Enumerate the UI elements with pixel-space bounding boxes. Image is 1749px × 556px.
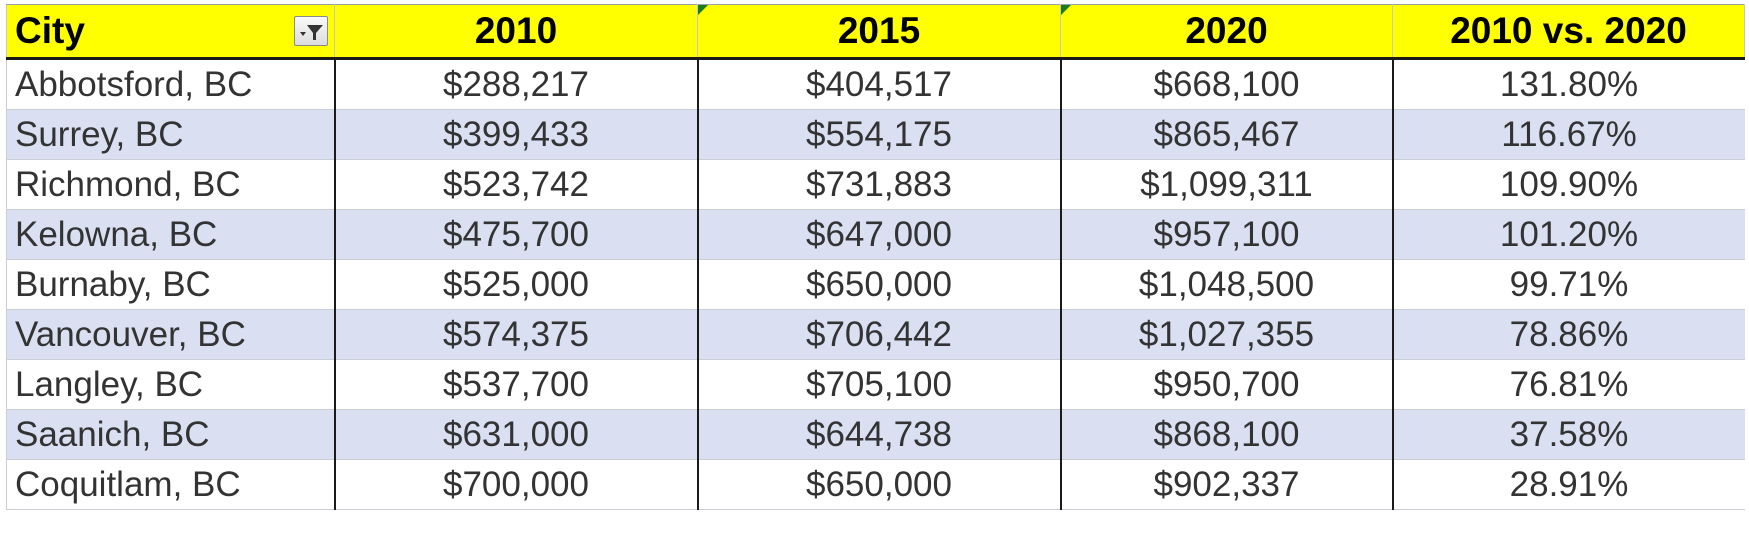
row-2020-cell[interactable]: $950,700 [1059,359,1394,410]
header-change-label: 2010 vs. 2020 [1450,10,1687,51]
row-change-cell[interactable]: 28.91% [1391,459,1745,510]
row-2015-cell[interactable]: $650,000 [696,259,1062,310]
header-change[interactable]: 2010 vs. 2020 [1392,4,1745,60]
row-2015-cell[interactable]: $731,883 [696,159,1062,210]
row-2020-cell[interactable]: $902,337 [1059,459,1394,510]
header-2020[interactable]: 2020 [1060,4,1393,60]
row-2015-cell[interactable]: $554,175 [696,109,1062,160]
table-row: Abbotsford, BC $288,217 $404,517 $668,100 13… [6,58,1745,110]
filter-funnel-icon[interactable] [294,16,328,46]
row-2020-cell[interactable]: $668,100 [1059,58,1394,110]
row-2015-cell[interactable]: $705,100 [696,359,1062,410]
row-2010-cell[interactable]: $631,000 [333,409,699,460]
row-city-cell[interactable]: Burnaby, BC [6,259,336,310]
header-row: City 2010 2015 [6,4,1745,60]
row-change-cell[interactable]: 131.80% [1391,58,1745,110]
housing-price-table: City 2010 2015 [6,4,1745,510]
row-change-cell[interactable]: 76.81% [1391,359,1745,410]
header-2010-label: 2010 [474,10,558,51]
table-row: Richmond, BC $523,742 $731,883 $1,099,311 10… [6,159,1745,210]
row-2010-cell[interactable]: $288,217 [333,58,699,110]
row-city-cell[interactable]: Abbotsford, BC [6,58,336,110]
row-2020-cell[interactable]: $1,027,355 [1059,309,1394,360]
row-city-cell[interactable]: Kelowna, BC [6,209,336,260]
row-2015-cell[interactable]: $404,517 [696,58,1062,110]
row-change-cell[interactable]: 109.90% [1391,159,1745,210]
table-row: Coquitlam, BC $700,000 $650,000 $902,337 28.… [6,459,1745,510]
table-row: Surrey, BC $399,433 $554,175 $865,467 116.67… [6,109,1745,160]
row-2010-cell[interactable]: $537,700 [333,359,699,410]
row-change-cell[interactable]: 101.20% [1391,209,1745,260]
row-city-cell[interactable]: Vancouver, BC [6,309,336,360]
row-2020-cell[interactable]: $868,100 [1059,409,1394,460]
error-indicator-icon [1061,5,1071,15]
table-row: Kelowna, BC $475,700 $647,000 $957,100 101.2… [6,209,1745,260]
table-row: Langley, BC $537,700 $705,100 $950,700 76.81… [6,359,1745,410]
row-change-cell[interactable]: 99.71% [1391,259,1745,310]
row-2015-cell[interactable]: $644,738 [696,409,1062,460]
row-change-cell[interactable]: 78.86% [1391,309,1745,360]
row-2015-cell[interactable]: $706,442 [696,309,1062,360]
error-indicator-icon [698,5,708,15]
header-city-label: City [15,10,85,51]
row-2020-cell[interactable]: $1,048,500 [1059,259,1394,310]
row-2010-cell[interactable]: $525,000 [333,259,699,310]
row-city-cell[interactable]: Coquitlam, BC [6,459,336,510]
row-2010-cell[interactable]: $475,700 [333,209,699,260]
table-row: Saanich, BC $631,000 $644,738 $868,100 37.58… [6,409,1745,460]
row-2010-cell[interactable]: $399,433 [333,109,699,160]
row-2015-cell[interactable]: $650,000 [696,459,1062,510]
header-2010[interactable]: 2010 [334,4,698,60]
row-2020-cell[interactable]: $865,467 [1059,109,1394,160]
row-city-cell[interactable]: Surrey, BC [6,109,336,160]
row-city-cell[interactable]: Richmond, BC [6,159,336,210]
row-city-cell[interactable]: Langley, BC [6,359,336,410]
row-change-cell[interactable]: 116.67% [1391,109,1745,160]
header-2015[interactable]: 2015 [697,4,1061,60]
row-city-cell[interactable]: Saanich, BC [6,409,336,460]
spreadsheet-table-region: City 2010 2015 [6,4,1745,510]
header-2020-label: 2020 [1185,10,1268,51]
row-2015-cell[interactable]: $647,000 [696,209,1062,260]
row-2020-cell[interactable]: $957,100 [1059,209,1394,260]
header-2015-label: 2015 [837,10,921,51]
row-2010-cell[interactable]: $523,742 [333,159,699,210]
row-2010-cell[interactable]: $700,000 [333,459,699,510]
table-row: Vancouver, BC $574,375 $706,442 $1,027,355 7… [6,309,1745,360]
row-2020-cell[interactable]: $1,099,311 [1059,159,1394,210]
row-2010-cell[interactable]: $574,375 [333,309,699,360]
row-change-cell[interactable]: 37.58% [1391,409,1745,460]
table-row: Burnaby, BC $525,000 $650,000 $1,048,500 99.… [6,259,1745,310]
header-city[interactable]: City [6,4,335,60]
